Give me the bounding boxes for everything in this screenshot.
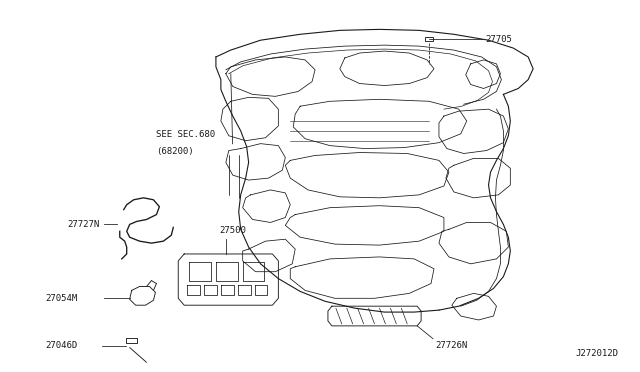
- Text: 27726N: 27726N: [435, 341, 467, 350]
- Bar: [425, 37, 433, 41]
- Text: 27046D: 27046D: [45, 341, 77, 350]
- Text: 27500: 27500: [220, 226, 246, 235]
- Text: (68200): (68200): [156, 147, 194, 157]
- Text: 27705: 27705: [485, 35, 512, 44]
- Text: SEE SEC.680: SEE SEC.680: [156, 130, 216, 139]
- Text: 27727N: 27727N: [67, 220, 99, 229]
- Bar: [125, 338, 137, 343]
- Text: 27054M: 27054M: [45, 294, 77, 303]
- Text: J272012D: J272012D: [575, 349, 618, 358]
